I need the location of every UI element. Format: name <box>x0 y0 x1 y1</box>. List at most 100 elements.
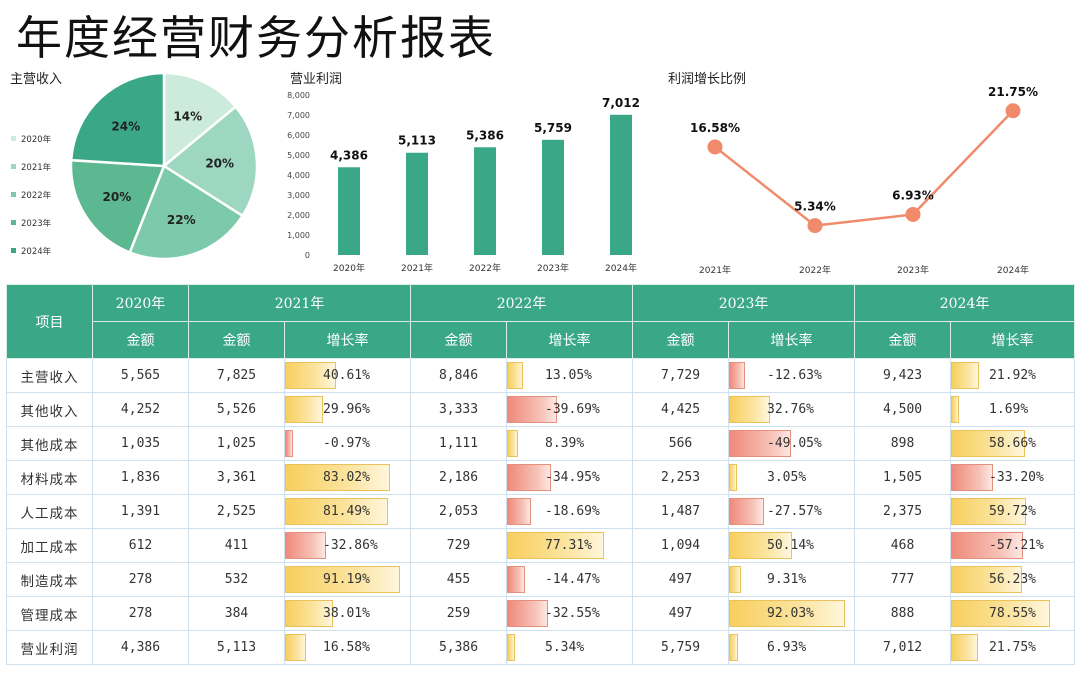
pie-slice-label: 14% <box>173 110 202 124</box>
amount-cell: 4,386 <box>92 630 189 665</box>
rate-bar <box>285 566 400 593</box>
bar-value-label: 5,386 <box>466 128 504 142</box>
y-tick-label: 5,000 <box>287 151 310 160</box>
amount-cell: 1,111 <box>410 426 508 461</box>
rate-value: -39.69% <box>545 402 600 417</box>
rate-bar <box>951 566 1022 593</box>
legend-swatch <box>11 220 16 225</box>
amount-cell: 729 <box>410 528 508 563</box>
amount-cell: 7,825 <box>188 358 285 393</box>
amount-cell: 4,500 <box>854 392 952 427</box>
amount-cell: 5,526 <box>188 392 285 427</box>
line-point-label: 16.58% <box>690 121 740 135</box>
row-label: 加工成本 <box>6 528 93 563</box>
rate-value: 50.14% <box>767 538 814 553</box>
rate-cell: 3.05% <box>728 460 856 495</box>
header-year-2021: 2021年 <box>187 284 412 322</box>
rate-value: 32.76% <box>767 402 814 417</box>
header-rate: 增长率 <box>950 321 1076 359</box>
header-amount: 金额 <box>188 321 285 359</box>
rate-value: -0.97% <box>323 436 370 451</box>
table-row: 其他收入 4,252 5,526 29.96% 3,333 -39.69% 4,425 32.… <box>6 392 1076 427</box>
header-year-2020: 2020年 <box>92 284 189 322</box>
bar <box>610 114 632 255</box>
row-label: 主营收入 <box>6 358 93 393</box>
rate-value: -32.86% <box>323 538 378 553</box>
amount-cell: 8,846 <box>410 358 508 393</box>
amount-cell: 5,113 <box>188 630 285 665</box>
amount-cell: 1,487 <box>632 494 730 529</box>
amount-cell: 4,252 <box>92 392 189 427</box>
table-row: 其他成本 1,035 1,025 -0.97% 1,111 8.39% 566 -49.05%… <box>6 426 1076 461</box>
rate-bar <box>729 566 741 593</box>
rate-value: -27.57% <box>767 504 822 519</box>
rate-bar <box>951 498 1027 525</box>
amount-cell: 2,186 <box>410 460 508 495</box>
amount-cell: 259 <box>410 596 508 631</box>
amount-cell: 5,759 <box>632 630 730 665</box>
rate-cell: 8.39% <box>506 426 634 461</box>
amount-cell: 7,729 <box>632 358 730 393</box>
y-tick-label: 4,000 <box>287 171 310 180</box>
line-point-label: 5.34% <box>794 200 836 214</box>
amount-cell: 1,025 <box>188 426 285 461</box>
amount-cell: 1,094 <box>632 528 730 563</box>
rate-value: 13.05% <box>545 368 592 383</box>
row-label: 人工成本 <box>6 494 93 529</box>
y-tick-label: 7,000 <box>287 111 310 120</box>
amount-cell: 497 <box>632 562 730 597</box>
rate-bar <box>507 600 549 627</box>
pie-slice-label: 24% <box>111 119 140 133</box>
header-amount: 金额 <box>410 321 508 359</box>
rate-cell: -32.86% <box>283 528 412 563</box>
rate-cell: 21.75% <box>950 630 1076 665</box>
x-tick-label: 2024年 <box>605 262 637 274</box>
amount-cell: 777 <box>854 562 952 597</box>
rate-cell: 5.34% <box>506 630 634 665</box>
header-amount: 金额 <box>632 321 730 359</box>
rate-bar <box>285 498 388 525</box>
y-tick-label: 2,000 <box>287 211 310 220</box>
rate-cell: -57.21% <box>950 528 1076 563</box>
finance-table: 项目 2020年 2021年 2022年 2023年 2024年 金额 金额 增… <box>6 284 1076 665</box>
rate-cell: 1.69% <box>950 392 1076 427</box>
rate-cell: 81.49% <box>283 494 412 529</box>
amount-cell: 2,525 <box>188 494 285 529</box>
rate-value: 59.72% <box>989 504 1037 519</box>
rate-value: 81.49% <box>323 504 370 519</box>
table-row: 材料成本 1,836 3,361 83.02% 2,186 -34.95% 2,253 3.0… <box>6 460 1076 495</box>
rate-value: -14.47% <box>545 572 600 587</box>
rate-bar <box>729 430 791 457</box>
x-tick-label: 2020年 <box>333 262 365 274</box>
rate-bar <box>507 634 516 661</box>
line-series <box>714 109 1014 227</box>
rate-bar <box>729 498 764 525</box>
rate-bar <box>951 430 1025 457</box>
rate-cell: -39.69% <box>506 392 634 427</box>
rate-bar <box>507 396 558 423</box>
rate-cell: 9.31% <box>728 562 856 597</box>
rate-cell: -0.97% <box>283 426 412 461</box>
x-tick-label: 2023年 <box>897 264 929 276</box>
x-tick-label: 2021年 <box>401 262 433 274</box>
rate-cell: 58.66% <box>950 426 1076 461</box>
rate-value: 9.31% <box>767 572 807 587</box>
line-point <box>905 206 921 222</box>
pie-chart: 14% 20% 22% 20% 24% 2020年 2021年 2022年 2023年 2024年 <box>11 71 259 261</box>
x-tick-label: 2021年 <box>699 264 731 276</box>
rate-value: -12.63% <box>767 368 822 383</box>
rate-bar <box>285 532 327 559</box>
pie-slice <box>161 104 259 218</box>
rate-value: 77.31% <box>545 538 592 553</box>
amount-cell: 4,425 <box>632 392 730 427</box>
table-row: 制造成本 278 532 91.19% 455 -14.47% 497 9.31% 777 56.… <box>6 562 1076 597</box>
rate-bar <box>285 464 390 491</box>
rate-bar <box>729 634 738 661</box>
rate-value: 16.58% <box>323 640 370 655</box>
rate-value: 6.93% <box>767 640 807 655</box>
pie-slice <box>162 71 238 169</box>
amount-cell: 532 <box>188 562 285 597</box>
legend-swatch <box>11 248 16 253</box>
rate-bar <box>951 634 979 661</box>
x-tick-label: 2022年 <box>799 264 831 276</box>
